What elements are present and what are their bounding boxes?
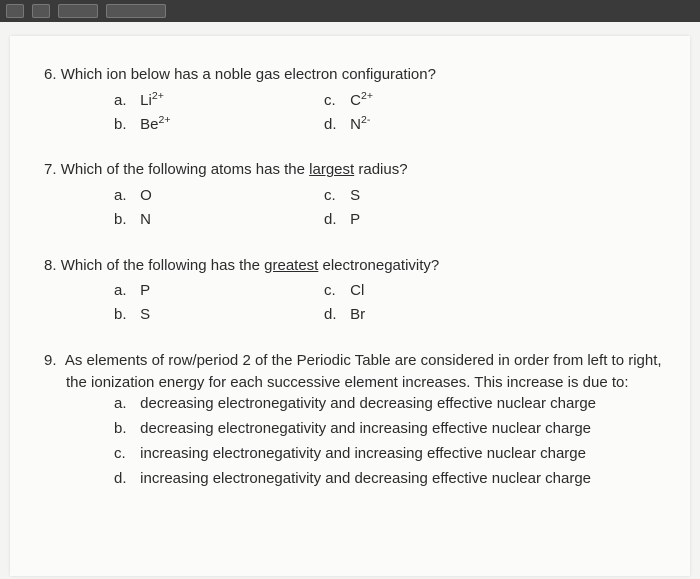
option-d: d. Br: [324, 304, 534, 326]
document-page: 6. Which ion below has a noble gas elect…: [10, 36, 690, 576]
option-text: O: [140, 187, 152, 204]
toolbar-button[interactable]: [32, 4, 50, 18]
question-number: 8.: [44, 257, 57, 274]
option-b: b. S: [114, 304, 324, 326]
option-b: b. Be2+: [114, 114, 324, 136]
options-col-right: c. C2+ d. N2-: [324, 90, 534, 138]
option-d: d. P: [324, 209, 534, 231]
option-letter: a.: [114, 185, 136, 207]
option-text: N: [140, 211, 151, 228]
question-stem: 9. As elements of row/period 2 of the Pe…: [44, 350, 668, 394]
question-text-post: electronegativity?: [318, 257, 439, 274]
option-text: S: [140, 306, 150, 323]
option-a: a. P: [114, 280, 324, 302]
question-6: 6. Which ion below has a noble gas elect…: [44, 64, 668, 137]
option-letter: d.: [324, 304, 346, 326]
options-grid: a. P b. S c. Cl d. Br: [44, 280, 668, 328]
option-c: c. Cl: [324, 280, 534, 302]
toolbar-button[interactable]: [58, 4, 98, 18]
question-8: 8. Which of the following has the greate…: [44, 255, 668, 328]
question-text: As elements of row/period 2 of the Perio…: [65, 352, 662, 391]
app-toolbar: [0, 0, 700, 22]
options-list: a. decreasing electronegativity and decr…: [44, 393, 668, 489]
option-letter: d.: [114, 468, 136, 490]
option-text: P: [350, 211, 360, 228]
toolbar-button[interactable]: [6, 4, 24, 18]
option-b: b. decreasing electronegativity and incr…: [114, 418, 668, 440]
option-letter: b.: [114, 304, 136, 326]
question-text-underline: largest: [309, 161, 354, 178]
option-letter: a.: [114, 90, 136, 112]
option-text: decreasing electronegativity and decreas…: [140, 395, 596, 412]
question-text-post: radius?: [354, 161, 407, 178]
option-sup: 2-: [361, 114, 370, 126]
option-a: a. O: [114, 185, 324, 207]
option-base: Li: [140, 92, 152, 109]
option-letter: b.: [114, 114, 136, 136]
option-c: c. S: [324, 185, 534, 207]
option-text: Cl: [350, 282, 364, 299]
option-letter: d.: [324, 209, 346, 231]
question-number: 7.: [44, 161, 57, 178]
options-col-left: a. Li2+ b. Be2+: [114, 90, 324, 138]
option-a: a. Li2+: [114, 90, 324, 112]
option-b: b. N: [114, 209, 324, 231]
option-text: S: [350, 187, 360, 204]
options-col-left: a. O b. N: [114, 185, 324, 233]
option-c: c. increasing electronegativity and incr…: [114, 443, 668, 465]
option-letter: c.: [324, 90, 346, 112]
option-text: increasing electronegativity and decreas…: [140, 470, 591, 487]
option-a: a. decreasing electronegativity and decr…: [114, 393, 668, 415]
option-d: d. increasing electronegativity and decr…: [114, 468, 668, 490]
question-number: 6.: [44, 66, 57, 83]
option-text: decreasing electronegativity and increas…: [140, 420, 591, 437]
option-base: Be: [140, 116, 158, 133]
options-col-right: c. Cl d. Br: [324, 280, 534, 328]
option-letter: b.: [114, 209, 136, 231]
option-sup: 2+: [361, 90, 373, 102]
option-letter: d.: [324, 114, 346, 136]
option-d: d. N2-: [324, 114, 534, 136]
question-text-pre: Which of the following has the: [61, 257, 264, 274]
option-base: N: [350, 116, 361, 133]
question-stem: 8. Which of the following has the greate…: [44, 255, 668, 277]
option-letter: b.: [114, 418, 136, 440]
options-grid: a. Li2+ b. Be2+ c. C2+ d. N2-: [44, 90, 668, 138]
options-col-left: a. P b. S: [114, 280, 324, 328]
question-text-pre: Which of the following atoms has the: [61, 161, 309, 178]
option-letter: a.: [114, 280, 136, 302]
option-sup: 2+: [159, 114, 171, 126]
option-letter: c.: [324, 185, 346, 207]
question-stem: 6. Which ion below has a noble gas elect…: [44, 64, 668, 86]
option-text: increasing electronegativity and increas…: [140, 445, 586, 462]
question-text: Which ion below has a noble gas electron…: [61, 66, 436, 83]
question-9: 9. As elements of row/period 2 of the Pe…: [44, 350, 668, 490]
options-grid: a. O b. N c. S d. P: [44, 185, 668, 233]
option-letter: a.: [114, 393, 136, 415]
question-stem: 7. Which of the following atoms has the …: [44, 159, 668, 181]
option-base: C: [350, 92, 361, 109]
toolbar-button[interactable]: [106, 4, 166, 18]
question-7: 7. Which of the following atoms has the …: [44, 159, 668, 232]
option-sup: 2+: [152, 90, 164, 102]
question-text-underline: greatest: [264, 257, 318, 274]
option-text: Br: [350, 306, 365, 323]
question-number: 9.: [44, 352, 57, 369]
option-letter: c.: [324, 280, 346, 302]
options-col-right: c. S d. P: [324, 185, 534, 233]
option-letter: c.: [114, 443, 136, 465]
option-text: P: [140, 282, 150, 299]
option-c: c. C2+: [324, 90, 534, 112]
